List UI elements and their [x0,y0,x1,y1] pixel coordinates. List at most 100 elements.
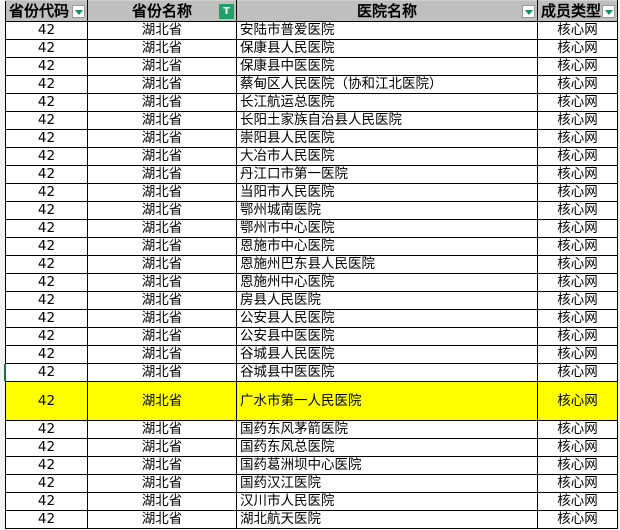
province-code-cell[interactable]: 42 [5,327,88,346]
province-code-cell[interactable]: 42 [5,201,88,220]
province-name-cell[interactable]: 湖北省 [87,273,237,292]
hospital-name-cell[interactable]: 谷城县中医医院 [236,363,538,382]
province-name-cell[interactable]: 湖北省 [87,237,237,256]
province-name-cell[interactable]: 湖北省 [87,219,237,238]
hospital-name-cell[interactable]: 公安县人民医院 [236,309,538,328]
province-name-cell[interactable]: 湖北省 [87,381,237,421]
member-type-cell[interactable]: 核心网 [537,510,618,529]
hospital-name-cell[interactable]: 房县人民医院 [236,291,538,310]
header-province-name[interactable]: 省份名称 T [87,0,237,22]
member-type-cell[interactable]: 核心网 [537,21,618,40]
hospital-name-cell[interactable]: 大冶市人民医院 [236,147,538,166]
province-name-cell[interactable]: 湖北省 [87,21,237,40]
member-type-cell[interactable]: 核心网 [537,57,618,76]
province-name-cell[interactable]: 湖北省 [87,291,237,310]
member-type-cell[interactable]: 核心网 [537,474,618,493]
province-code-cell[interactable]: 42 [5,363,88,382]
province-name-cell[interactable]: 湖北省 [87,183,237,202]
member-type-cell[interactable]: 核心网 [537,147,618,166]
province-code-cell[interactable]: 42 [5,165,88,184]
province-code-cell[interactable]: 42 [5,255,88,274]
member-type-cell[interactable]: 核心网 [537,273,618,292]
province-name-cell[interactable]: 湖北省 [87,165,237,184]
member-type-cell[interactable]: 核心网 [537,492,618,511]
province-code-cell[interactable]: 42 [5,456,88,475]
province-name-cell[interactable]: 湖北省 [87,129,237,148]
province-code-cell[interactable]: 42 [5,57,88,76]
dropdown-arrow-icon[interactable] [72,5,85,18]
hospital-name-cell[interactable]: 长阳土家族自治县人民医院 [236,111,538,130]
province-code-cell[interactable]: 42 [5,291,88,310]
province-name-cell[interactable]: 湖北省 [87,345,237,364]
filter-active-icon[interactable]: T [219,4,234,19]
hospital-name-cell[interactable]: 国药葛洲坝中心医院 [236,456,538,475]
member-type-cell[interactable]: 核心网 [537,363,618,382]
member-type-cell[interactable]: 核心网 [537,381,618,421]
province-code-cell[interactable]: 42 [5,420,88,439]
member-type-cell[interactable]: 核心网 [537,291,618,310]
hospital-name-cell[interactable]: 湖北航天医院 [236,510,538,529]
province-code-cell[interactable]: 42 [5,492,88,511]
province-name-cell[interactable]: 湖北省 [87,492,237,511]
province-code-cell[interactable]: 42 [5,75,88,94]
hospital-name-cell[interactable]: 安陆市普爱医院 [236,21,538,40]
header-hospital-name[interactable]: 医院名称 [236,0,538,22]
hospital-name-cell[interactable]: 公安县中医医院 [236,327,538,346]
province-name-cell[interactable]: 湖北省 [87,327,237,346]
member-type-cell[interactable]: 核心网 [537,420,618,439]
hospital-name-cell[interactable]: 保康县人民医院 [236,39,538,58]
hospital-name-cell[interactable]: 当阳市人民医院 [236,183,538,202]
hospital-name-cell[interactable]: 蔡甸区人民医院（协和江北医院） [236,75,538,94]
province-code-cell[interactable]: 42 [5,39,88,58]
hospital-name-cell[interactable]: 崇阳县人民医院 [236,129,538,148]
member-type-cell[interactable]: 核心网 [537,237,618,256]
province-code-cell[interactable]: 42 [5,273,88,292]
member-type-cell[interactable]: 核心网 [537,75,618,94]
province-name-cell[interactable]: 湖北省 [87,111,237,130]
member-type-cell[interactable]: 核心网 [537,183,618,202]
hospital-name-cell[interactable]: 汉川市人民医院 [236,492,538,511]
province-code-cell[interactable]: 42 [5,147,88,166]
province-name-cell[interactable]: 湖北省 [87,201,237,220]
province-code-cell[interactable]: 42 [5,345,88,364]
hospital-name-cell[interactable]: 国药东风茅箭医院 [236,420,538,439]
member-type-cell[interactable]: 核心网 [537,345,618,364]
province-code-cell[interactable]: 42 [5,510,88,529]
header-province-code[interactable]: 省份代码 [5,0,88,22]
province-code-cell[interactable]: 42 [5,93,88,112]
hospital-name-cell[interactable]: 鄂州市中心医院 [236,219,538,238]
province-code-cell[interactable]: 42 [5,111,88,130]
member-type-cell[interactable]: 核心网 [537,39,618,58]
hospital-name-cell[interactable]: 国药东风总医院 [236,438,538,457]
member-type-cell[interactable]: 核心网 [537,255,618,274]
hospital-name-cell[interactable]: 恩施州中心医院 [236,273,538,292]
member-type-cell[interactable]: 核心网 [537,309,618,328]
province-name-cell[interactable]: 湖北省 [87,309,237,328]
province-code-cell[interactable]: 42 [5,237,88,256]
province-code-cell[interactable]: 42 [5,129,88,148]
hospital-name-cell[interactable]: 广水市第一人民医院 [236,381,538,421]
province-name-cell[interactable]: 湖北省 [87,255,237,274]
province-name-cell[interactable]: 湖北省 [87,510,237,529]
province-name-cell[interactable]: 湖北省 [87,75,237,94]
hospital-name-cell[interactable]: 丹江口市第一医院 [236,165,538,184]
province-name-cell[interactable]: 湖北省 [87,474,237,493]
member-type-cell[interactable]: 核心网 [537,129,618,148]
hospital-name-cell[interactable]: 谷城县人民医院 [236,345,538,364]
hospital-name-cell[interactable]: 长江航运总医院 [236,93,538,112]
member-type-cell[interactable]: 核心网 [537,438,618,457]
hospital-name-cell[interactable]: 国药汉江医院 [236,474,538,493]
province-name-cell[interactable]: 湖北省 [87,363,237,382]
province-name-cell[interactable]: 湖北省 [87,147,237,166]
province-name-cell[interactable]: 湖北省 [87,93,237,112]
dropdown-arrow-icon[interactable] [602,5,615,18]
hospital-name-cell[interactable]: 鄂州城南医院 [236,201,538,220]
hospital-name-cell[interactable]: 恩施州巴东县人民医院 [236,255,538,274]
member-type-cell[interactable]: 核心网 [537,93,618,112]
member-type-cell[interactable]: 核心网 [537,201,618,220]
member-type-cell[interactable]: 核心网 [537,327,618,346]
province-code-cell[interactable]: 42 [5,21,88,40]
header-member-type[interactable]: 成员类型 [537,0,618,22]
province-name-cell[interactable]: 湖北省 [87,57,237,76]
member-type-cell[interactable]: 核心网 [537,111,618,130]
